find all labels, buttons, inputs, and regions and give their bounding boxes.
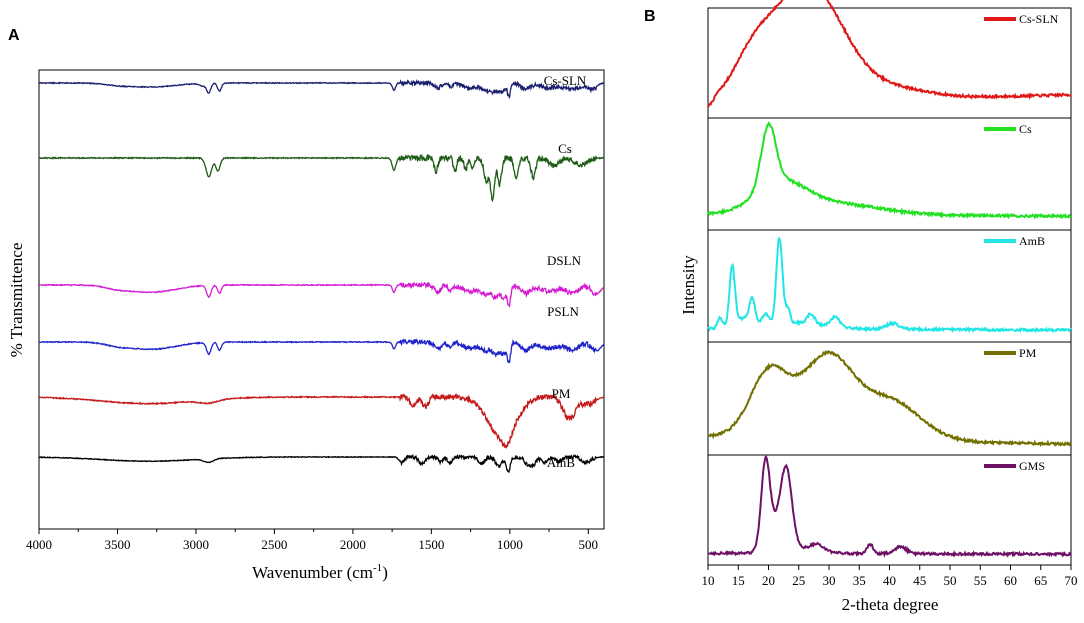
panel-b-x-tick-label: 65 [1034,573,1047,588]
panel-a-series-line-psln [38,337,605,364]
panel-b-legends: Cs-SLN Cs AmB PM GMS [984,12,1059,473]
panel-b-subplot-frame [707,117,1072,231]
panel-b-x-tick-label: 30 [823,573,836,588]
panel-a-series [38,78,605,473]
panel-b-series-line-cs [707,121,1072,220]
panel-a-label-dsln: DSLN [547,253,582,268]
panel-a-x-tick-label: 1000 [497,537,523,552]
panel-a-label-psln: PSLN [547,304,579,319]
panel-b-x-tick-label: 35 [853,573,866,588]
panel-a-label-amb: AmB [547,455,576,470]
panel-a-x-axis-title: Wavenumber (cm-1) [252,562,388,582]
panel-a-x-tick-label: 500 [579,537,599,552]
panel-b-series-line-gms [708,455,1072,558]
panel-b-series-line-pm [707,349,1072,448]
panel-b-subplot-frame [707,7,1072,119]
panel-b-legend-gms: GMS [1019,459,1045,473]
panel-b-x-tick-label: 15 [732,573,745,588]
panel-letter-a: A [8,27,20,44]
panel-a-x-tick-label: 3500 [104,537,130,552]
panel-b-x-tick-label: 55 [974,573,987,588]
panel-a-x-ticks: 4000 3500 3000 2500 2000 1500 1000 500 [26,529,598,552]
panel-a-series-line-cs [38,153,604,203]
panel-b-legend-amb: AmB [1019,234,1045,248]
panel-b-x-tick-label: 40 [883,573,896,588]
panel-a-series-line-dsln [38,281,604,308]
panel-a-plot-frame [38,69,605,530]
panel-a-series-line-pm [38,392,605,449]
panel-b-x-ticks: 10 15 20 25 30 35 40 45 50 55 60 65 70 [702,565,1078,588]
panel-b-x-tick-label: 10 [702,573,715,588]
panel-b-x-tick-label: 25 [792,573,805,588]
panel-b-subplot-frame [707,341,1072,456]
panel-b-x-axis-title: 2-theta degree [842,595,939,614]
panel-b-x-tick-label: 45 [913,573,926,588]
panel-b-x-tick-label: 20 [762,573,775,588]
panel-a-series-line-cs-sln [38,78,605,99]
panel-b-series-line-cs-sln [707,0,1072,108]
panel-a-x-tick-label: 2000 [340,537,366,552]
panel-b-x-tick-label: 60 [1004,573,1017,588]
panel-a-label-cs-sln: Cs-SLN [544,73,587,88]
panel-a-label-cs: Cs [558,141,572,156]
panel-b-y-axis-title: Intensity [679,255,698,315]
panel-a-x-tick-label: 3000 [183,537,209,552]
panel-b-legend-pm: PM [1019,346,1037,360]
panel-a-x-tick-label: 4000 [26,537,52,552]
panel-a-label-pm: PM [552,386,571,401]
panel-b-series-line-amb [707,236,1072,334]
panel-a-series-line-amb [39,454,605,473]
panel-b-legend-cs: Cs [1019,122,1032,136]
panel-b-series [707,0,1072,558]
panel-letter-b: B [644,8,656,25]
panel-b-x-tick-label: 50 [944,573,957,588]
panel-a-y-axis-title: % Transmittence [7,243,26,358]
panel-b-x-tick-label: 70 [1065,573,1078,588]
panel-a-x-tick-label: 1500 [418,537,444,552]
panel-a-series-labels: Cs-SLN Cs DSLN PSLN PM AmB [544,73,587,470]
panel-b-legend-cs-sln: Cs-SLN [1019,12,1059,26]
panel-a-x-tick-label: 2500 [261,537,287,552]
